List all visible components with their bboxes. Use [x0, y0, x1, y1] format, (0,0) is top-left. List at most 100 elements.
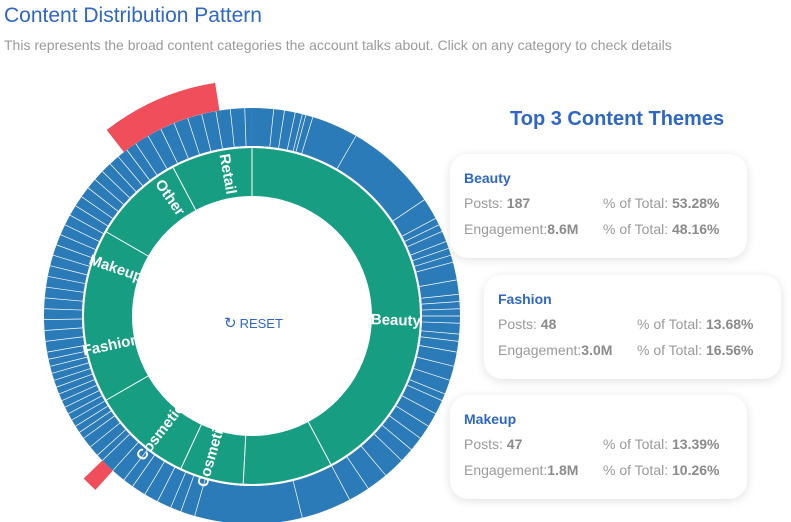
outer-segment-divider [109, 163, 137, 192]
outer-ring [44, 82, 460, 522]
outer-segment-divider [44, 308, 83, 311]
engagement-row: Engagement:1.8M % of Total: 10.26% [464, 462, 733, 478]
outer-segment-divider [421, 308, 460, 311]
outer-segment-divider [47, 275, 86, 284]
outer-segment-divider [392, 199, 425, 222]
outer-segment-divider [59, 379, 95, 395]
outer-segment-divider [401, 395, 436, 414]
posts-row: Posts: 187 % of Total: 53.28% [464, 195, 733, 211]
outer-segment-divider [61, 384, 97, 401]
outer-segment-divider [421, 321, 460, 324]
outer-segment-divider [56, 373, 93, 388]
posts-label: Posts: [498, 316, 537, 332]
outer-segment-divider [51, 362, 89, 374]
pct-label: % of Total: [603, 195, 669, 211]
outer-segment-divider [287, 112, 296, 150]
outer-segment-divider [201, 114, 212, 152]
outer-segment-divider [374, 433, 402, 461]
outer-segment-divider [404, 224, 440, 242]
engagement-label: Engagement: [498, 342, 582, 358]
outer-segment-divider [45, 336, 84, 342]
outer-segment-divider [112, 442, 139, 471]
outer-segment-divider [331, 465, 350, 500]
theme-card-makeup[interactable]: Makeup Posts: 47 % of Total: 13.39% Enga… [450, 395, 747, 499]
outer-segment-divider [123, 449, 148, 481]
outer-segment-divider [346, 456, 369, 489]
refresh-icon: ↻ [224, 315, 237, 332]
engagement-label: Engagement: [464, 462, 548, 478]
reset-button[interactable]: ↻ RESET [224, 316, 283, 331]
outer-segment-divider [75, 205, 109, 227]
page-title: Content Distribution Pattern [4, 4, 262, 27]
outer-segment-divider [419, 345, 457, 353]
outer-segment-divider [407, 231, 443, 248]
ring-gap [82, 146, 422, 486]
outer-segment-divider [229, 109, 235, 147]
outer-segment-divider [410, 241, 447, 256]
outer-segment-divider [416, 356, 454, 367]
outer-segment-divider [421, 301, 460, 305]
outer-segment-divider [71, 400, 105, 421]
outer-segment-divider [419, 279, 457, 287]
inner-segment-divider [307, 421, 332, 465]
outer-segment-divider [44, 297, 83, 302]
outer-segment-divider [420, 336, 459, 342]
outer-segment-divider [278, 110, 285, 149]
outer-segment-divider [118, 156, 143, 186]
outer-segment-divider [64, 390, 100, 408]
theme-name: Beauty [464, 170, 511, 186]
outer-segment-divider [102, 171, 130, 199]
outer-segment-divider [194, 479, 206, 517]
engagement-pct: 10.26% [672, 462, 720, 478]
outer-segment-divider [401, 218, 436, 237]
highlight-segment[interactable] [106, 82, 220, 153]
sunburst-chart[interactable]: BeautyCosmeticCosmeticsFashionMakeupOthe… [0, 0, 470, 522]
theme-card-beauty[interactable]: Beauty Posts: 187 % of Total: 53.28% Eng… [450, 154, 747, 258]
inner-segment-divider [172, 167, 197, 211]
outer-segment-divider [68, 395, 103, 414]
category-label-retail[interactable]: Retail [216, 153, 240, 196]
pct-label: % of Total: [637, 316, 703, 332]
outer-segment-divider [87, 187, 119, 212]
outer-segment-divider [97, 429, 126, 456]
outer-segment-divider [147, 135, 168, 169]
theme-card-fashion[interactable]: Fashion Posts: 48 % of Total: 13.68% Eng… [484, 275, 781, 379]
engagement-pct: 48.16% [672, 221, 720, 237]
pct-label: % of Total: [637, 342, 703, 358]
outer-segment-divider [90, 422, 121, 448]
outer-segment-divider [54, 368, 91, 381]
outer-segment-divider [69, 214, 104, 234]
posts-row: Posts: 47 % of Total: 13.39% [464, 436, 733, 452]
theme-name: Fashion [498, 291, 552, 307]
outer-segment-divider [295, 114, 307, 152]
outer-segment-divider [187, 118, 200, 155]
outer-segment-divider [170, 472, 186, 508]
outer-segment-divider [269, 109, 275, 147]
outer-segment-divider [52, 254, 90, 267]
outer-segment-divider [83, 415, 115, 439]
theme-name: Makeup [464, 411, 517, 427]
category-label-beauty[interactable]: Beauty [371, 311, 422, 330]
outer-segment-divider [132, 455, 155, 487]
outer-segment-divider [79, 410, 112, 433]
engagement-row: Engagement:8.6M % of Total: 48.16% [464, 221, 733, 237]
highlight-segment[interactable] [83, 460, 113, 490]
outer-segment-divider [144, 461, 165, 495]
outer-segment-divider [412, 247, 449, 261]
pct-label: % of Total: [603, 221, 669, 237]
outer-segment-divider [173, 123, 189, 159]
outer-segment-divider [292, 480, 303, 518]
themes-title: Top 3 Content Themes [510, 108, 725, 130]
posts-label: Posts: [464, 436, 503, 452]
posts-pct: 13.68% [706, 316, 754, 332]
inner-segment-divider [242, 435, 247, 484]
outer-segment-divider [102, 433, 130, 461]
engagement-value: 1.8M [547, 462, 579, 478]
inner-segment-divider [106, 375, 149, 401]
engagement-label: Engagement: [464, 221, 548, 237]
outer-segment-divider [414, 254, 452, 267]
outer-segment-divider [47, 345, 85, 353]
reset-label: RESET [239, 316, 283, 331]
outer-segment-divider [215, 111, 223, 149]
outer-segment-divider [395, 405, 429, 427]
